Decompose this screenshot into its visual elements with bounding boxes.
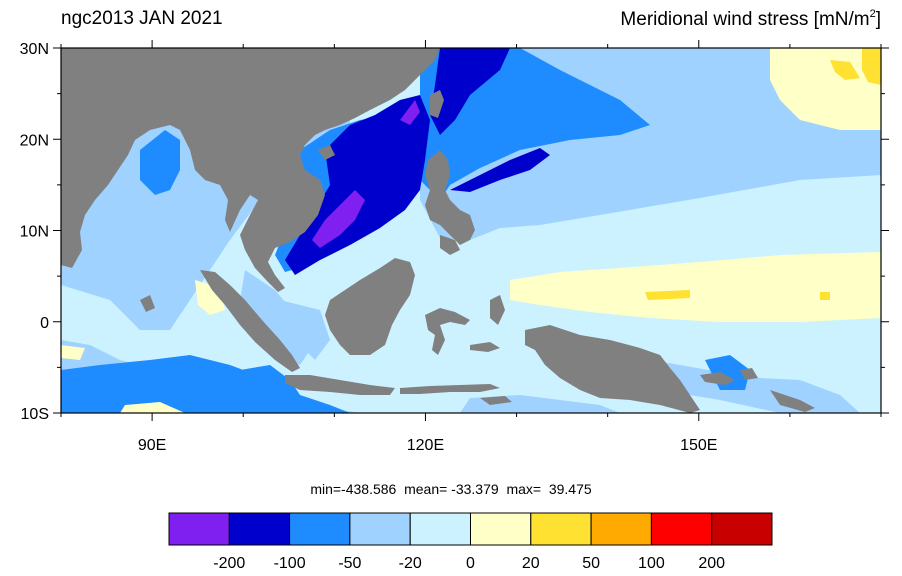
- colorbar-label: 20: [522, 555, 540, 572]
- plot-title-left: ngc2013 JAN 2021: [61, 8, 223, 29]
- colorbar-label: 0: [466, 555, 475, 572]
- lat-tick-label: 10N: [20, 224, 49, 241]
- wind-stress-band-below-minus200: [312, 100, 420, 248]
- colorbar: -200 -100 -50 -20 0 20 50 100 200: [168, 512, 773, 572]
- land-mass: [61, 48, 815, 413]
- lon-tick-label: 90E: [138, 437, 166, 454]
- colorbar-swatch: [650, 512, 713, 546]
- colorbar-label: -50: [338, 555, 361, 572]
- colorbar-label: -20: [399, 555, 422, 572]
- unit-close-bracket: ]: [875, 9, 881, 30]
- colorbar-swatch: [409, 512, 472, 546]
- colorbar-swatch: [530, 512, 592, 546]
- plot-title-right: Meridional wind stress [mN/m2]: [620, 8, 881, 31]
- variable-name: Meridional wind stress [mN/m: [620, 9, 870, 30]
- lon-tick-label: 150E: [680, 437, 717, 454]
- colorbar-swatch: [168, 512, 230, 546]
- colorbar-swatch: [590, 512, 652, 546]
- lon-tick-label: 120E: [407, 437, 444, 454]
- lat-tick-label: 10S: [21, 406, 49, 423]
- map-plot-area: [61, 48, 881, 413]
- lat-tick-label: 0: [40, 315, 49, 332]
- lat-tick-label: 30N: [20, 41, 49, 58]
- colorbar-swatch: [470, 512, 532, 546]
- colorbar-swatch: [289, 512, 351, 546]
- map-axes: 90E 120E 150E 30N 20N 10N 0 10S: [20, 40, 889, 454]
- colorbar-label: 200: [698, 555, 725, 572]
- colorbar-swatch: [711, 512, 773, 546]
- statistics-summary: min=-438.586 mean= -33.379 max= 39.475: [310, 481, 592, 497]
- wind-stress-band-plus50: [645, 48, 881, 300]
- colorbar-label: -200: [213, 555, 245, 572]
- lat-tick-label: 20N: [20, 132, 49, 149]
- colorbar-swatch: [228, 512, 291, 546]
- colorbar-swatch: [349, 512, 411, 546]
- wind-stress-band-plus20: [61, 48, 881, 413]
- colorbar-label: 100: [638, 555, 665, 572]
- colorbar-label: 50: [582, 555, 600, 572]
- unit-exponent: 2: [869, 8, 876, 20]
- colorbar-label: -100: [274, 555, 306, 572]
